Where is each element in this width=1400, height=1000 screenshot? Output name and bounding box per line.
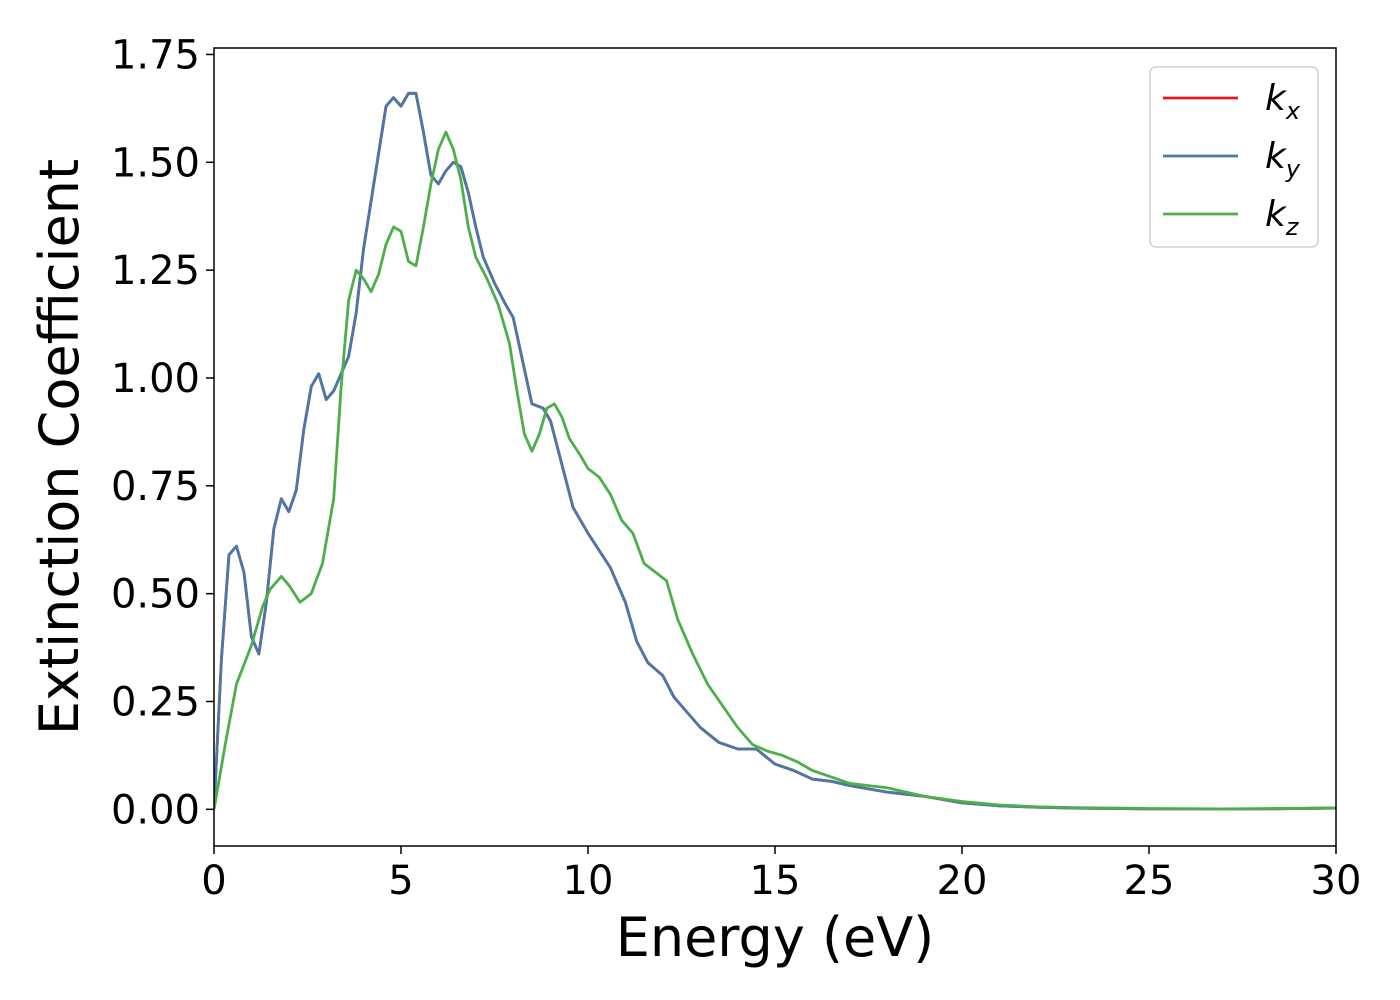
y-tick-label: 1.25 — [111, 248, 200, 294]
y-tick-label: 1.75 — [111, 32, 200, 78]
y-axis-title: Extinction Coefficient — [28, 159, 91, 735]
y-tick-label: 1.50 — [111, 140, 200, 186]
x-tick-label: 10 — [563, 858, 614, 904]
series-layer — [214, 91, 1336, 811]
y-tick-label: 0.25 — [111, 679, 200, 725]
x-tick-label: 15 — [750, 858, 801, 904]
series-line-kz — [214, 130, 1336, 811]
x-tick-label: 5 — [388, 858, 413, 904]
y-tick-label: 0.00 — [111, 787, 200, 833]
y-tick-label: 0.75 — [111, 464, 200, 510]
x-axis-title: Energy (eV) — [616, 906, 935, 969]
x-axis: 0 5 10 15 20 25 30 — [201, 846, 1361, 904]
series-line-ky — [214, 91, 1336, 811]
x-tick-label: 20 — [937, 858, 988, 904]
y-tick-label: 1.00 — [111, 356, 200, 402]
x-tick-label: 25 — [1124, 858, 1175, 904]
y-tick-label: 0.50 — [111, 572, 200, 618]
x-tick-label: 0 — [201, 858, 226, 904]
x-tick-label: 30 — [1311, 858, 1362, 904]
y-axis: 0.00 0.25 0.50 0.75 1.00 1.25 1.50 1.75 — [111, 32, 214, 833]
